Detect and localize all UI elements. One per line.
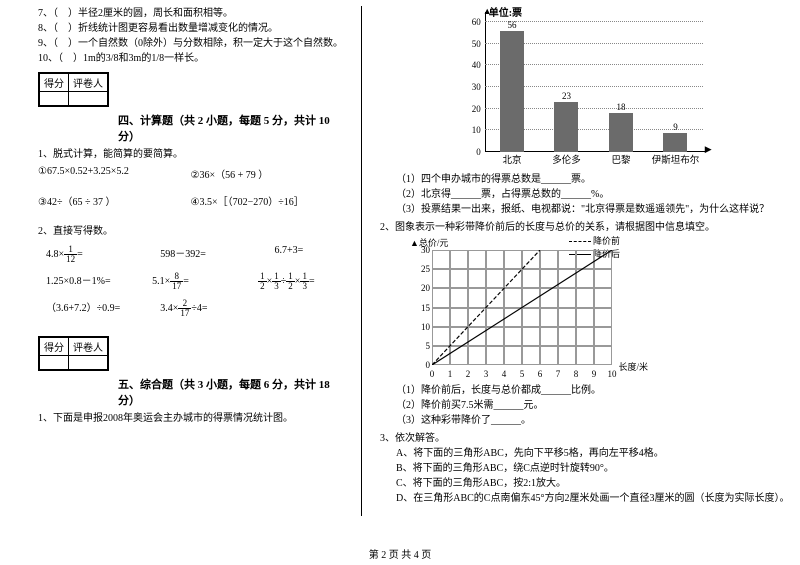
bar-q2: （2）北京得______票，占得票总数的______%。 — [380, 187, 789, 202]
lc-q1: （1）降价前后，长度与总价都成______比例。 — [380, 383, 789, 398]
bar-chart: 单位:票 ▲ ▶ 010203040506056北京23多伦多18巴黎9伊斯坦布… — [455, 6, 715, 166]
calc-row-2: ③42÷（65 ÷ 37 ） ④3.5×［（702−270）÷16］ — [38, 193, 343, 208]
section-4-title: 四、计算题（共 2 小题，每题 5 分，共计 10 分） — [38, 112, 343, 144]
q3-a: A、将下面的三角形ABC，先向下平移5格，再向左平移4格。 — [380, 446, 789, 461]
tf-7: 7、（ ）半径2厘米的圆，周长和面积相等。 — [38, 6, 343, 21]
lc-q2: （2）降价前买7.5米需______元。 — [380, 398, 789, 413]
calc-row-1: ①67.5×0.52+3.25×5.2 ②36×（56 + 79 ） — [38, 166, 343, 181]
right-column: 单位:票 ▲ ▶ 010203040506056北京23多伦多18巴黎9伊斯坦布… — [362, 6, 797, 516]
mc-7: （3.6+7.2）÷0.9= — [46, 299, 160, 318]
comp-q1: 1、下面是申报2008年奥运会主办城市的得票情况统计图。 — [38, 411, 343, 426]
q3-c: C、将下面的三角形ABC，按2:1放大。 — [380, 476, 789, 491]
lc-xlabel: 长度/米 — [618, 360, 648, 373]
page-footer: 第 2 页 共 4 页 — [0, 546, 800, 561]
mental-row-1: 4.8×112= 598－392= 6.7+3= — [46, 245, 343, 264]
page: { "left": { "tf": [ {"n":"7、","t":"（ ）半径… — [0, 0, 800, 565]
mc-6: 12×13÷12×13= — [258, 272, 343, 291]
line-chart: ▲总价/元 长度/米 降价前 降价后 051015202530012345678… — [410, 239, 620, 379]
mc-4: 1.25×0.8－1%= — [46, 272, 152, 291]
score-box-2: 得分评卷人 — [38, 336, 109, 371]
tf-9: 9、（ ）一个自然数（0除外）与分数相除，积一定大于这个自然数。 — [38, 36, 343, 51]
calc-q1: 1、脱式计算，能简算的要简算。 — [38, 147, 343, 162]
q3-b: B、将下面的三角形ABC，绕C点逆时针旋转90°。 — [380, 461, 789, 476]
tf-10: 10、（ ）1m的3/8和3m的1/8一样长。 — [38, 51, 343, 66]
mc-1: 4.8×112= — [46, 245, 160, 264]
lc-q3: （3）这种彩带降价了______。 — [380, 413, 789, 428]
q3-d: D、在三角形ABC的C点南偏东45°方向2厘米处画一个直径3厘米的圆（长度为实际… — [380, 491, 789, 506]
score-box: 得分评卷人 — [38, 72, 109, 107]
mental-row-2: 1.25×0.8－1%= 5.1×817= 12×13÷12×13= — [46, 272, 343, 291]
mental-row-3: （3.6+7.2）÷0.9= 3.4×217÷4= — [46, 299, 343, 318]
arrow-right-icon: ▶ — [705, 144, 712, 155]
grader-label: 评卷人 — [69, 74, 108, 92]
calc-1-4: ④3.5×［（702−270）÷16］ — [191, 193, 344, 208]
left-column: 7、（ ）半径2厘米的圆，周长和面积相等。 8、（ ）折线统计图更容易看出数量增… — [30, 6, 362, 516]
mc-8: 3.4×217÷4= — [160, 299, 274, 318]
calc-1-3: ③42÷（65 ÷ 37 ） — [38, 193, 191, 208]
calc-1-1: ①67.5×0.52+3.25×5.2 — [38, 166, 191, 181]
score-label: 得分 — [40, 74, 69, 92]
calc-q2: 2、直接写得数。 — [38, 224, 343, 239]
bar-q1: （1）四个申办城市的得票总数是______票。 — [380, 172, 789, 187]
mc-2: 598－392= — [160, 245, 274, 264]
tf-8: 8、（ ）折线统计图更容易看出数量增减变化的情况。 — [38, 21, 343, 36]
mc-3: 6.7+3= — [274, 245, 343, 264]
lc-lines — [432, 250, 612, 365]
q3-title: 3、依次解答。 — [380, 431, 789, 446]
arrow-up-icon: ▲ — [483, 6, 492, 16]
line-chart-intro: 2、图象表示一种彩带降价前后的长度与总价的关系，请根据图中信息填空。 — [380, 220, 789, 235]
calc-1-2: ②36×（56 + 79 ） — [191, 166, 344, 181]
section-5-title: 五、综合题（共 3 小题，每题 6 分，共计 18 分） — [38, 376, 343, 408]
bar-q3: （3）投票结果一出来，报纸、电视都说："北京得票是数遥遥领先"，为什么这样说？ — [380, 202, 789, 217]
mc-5: 5.1×817= — [152, 272, 258, 291]
